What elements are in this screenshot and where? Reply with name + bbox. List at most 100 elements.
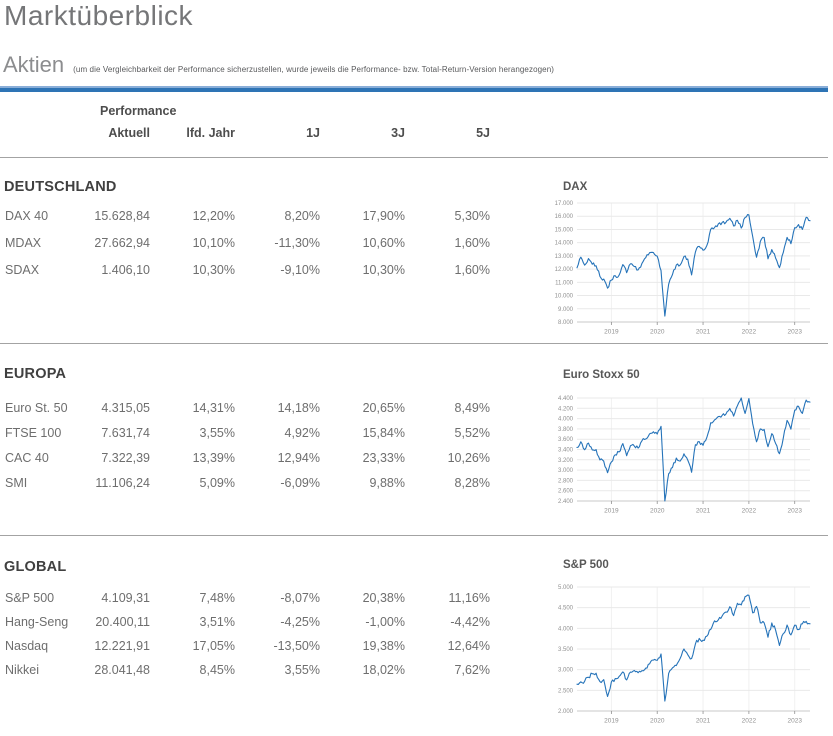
svg-text:13.000: 13.000 <box>555 254 574 260</box>
aktien-header: Aktien (um die Vergleichbarkeit der Perf… <box>3 52 554 78</box>
divider <box>0 157 828 158</box>
dax-line-chart: 17.000 16.000 15.000 14.000 13.000 12.000 11.0… <box>555 201 811 336</box>
svg-text:2019: 2019 <box>604 718 619 725</box>
euro-stoxx-50-line-chart: 4.400 4.200 4.000 3.800 3.600 3.400 3.200 3.000… <box>558 396 811 515</box>
table-row: Nasdaq 12.221,91 17,05% -13,50% 19,38% 12,64% <box>0 634 520 658</box>
row-label: SMI <box>5 475 28 490</box>
price-series-line <box>576 213 811 317</box>
column-header-5j: 5J <box>476 126 490 140</box>
divider <box>0 535 828 536</box>
row-value: 3,55% <box>284 663 320 677</box>
row-value: 8,28% <box>454 475 490 490</box>
chart-title-dax: DAX <box>563 181 588 193</box>
row-value: 17,05% <box>192 639 235 653</box>
section-rows-global: S&P 500 4.109,31 7,48% -8,07% 20,38% 11,16% Ha… <box>0 586 520 682</box>
row-value: 10,26% <box>447 450 490 465</box>
section-title-europa: EUROPA <box>4 366 67 382</box>
svg-text:2020: 2020 <box>650 508 665 515</box>
section-rows-deutschland: DAX 40 15.628,84 12,20% 8,20% 17,90% 5,30% MDA… <box>0 202 520 283</box>
row-value: 28.041,48 <box>94 663 150 677</box>
row-value: 12,20% <box>192 208 235 223</box>
row-value: 7,48% <box>199 591 235 605</box>
svg-text:2.800: 2.800 <box>558 478 574 484</box>
price-series-line <box>576 594 811 702</box>
svg-text:2020: 2020 <box>650 718 665 725</box>
chart-sp-500: 5.000 4.500 4.000 3.500 3.000 2.500 2.000 2019 2… <box>545 580 815 725</box>
svg-text:12.000: 12.000 <box>555 267 574 273</box>
svg-text:3.600: 3.600 <box>558 437 574 443</box>
sp-500-line-chart: 5.000 4.500 4.000 3.500 3.000 2.500 2.000 2019 2… <box>558 585 811 725</box>
row-value: 20,38% <box>362 591 405 605</box>
row-value: 10,60% <box>362 235 405 250</box>
row-value: 18,02% <box>362 663 405 677</box>
svg-text:5.000: 5.000 <box>558 585 574 591</box>
chart-title-sp-500: S&P 500 <box>563 559 609 571</box>
row-value: 14,31% <box>192 400 235 415</box>
row-value: 9,88% <box>369 475 405 490</box>
svg-text:2022: 2022 <box>742 508 757 515</box>
row-label: DAX 40 <box>5 208 49 223</box>
svg-text:2020: 2020 <box>650 329 665 336</box>
row-value: 12.221,91 <box>94 639 150 653</box>
svg-text:2.600: 2.600 <box>558 489 574 495</box>
page-title: Marktüberblick <box>4 0 194 31</box>
row-value: 5,09% <box>199 475 235 490</box>
row-value: 14,18% <box>277 400 320 415</box>
table-row: FTSE 100 7.631,74 3,55% 4,92% 15,84% 5,52% <box>0 420 520 445</box>
row-value: 17,90% <box>362 208 405 223</box>
column-header-3j: 3J <box>391 126 405 140</box>
row-value: 20,65% <box>362 400 405 415</box>
svg-text:3.500: 3.500 <box>558 647 574 653</box>
row-value: 4,92% <box>284 425 320 440</box>
column-header-aktuell: Aktuell <box>108 126 150 140</box>
svg-text:3.200: 3.200 <box>558 458 574 464</box>
accent-rule <box>0 86 828 92</box>
row-value: 1,60% <box>454 235 490 250</box>
row-value: -13,50% <box>273 639 320 653</box>
row-value: 23,33% <box>362 450 405 465</box>
row-value: 3,51% <box>199 615 235 629</box>
row-value: 1,60% <box>454 262 490 277</box>
row-label: S&P 500 <box>5 591 55 605</box>
row-value: 12,64% <box>447 639 490 653</box>
price-series-line <box>576 397 811 502</box>
column-header-1j: 1J <box>306 126 320 140</box>
row-label: MDAX <box>5 235 42 250</box>
svg-text:2023: 2023 <box>787 329 802 336</box>
row-value: 19,38% <box>362 639 405 653</box>
row-value: 8,20% <box>284 208 320 223</box>
svg-text:11.000: 11.000 <box>555 280 574 286</box>
row-value: -1,00% <box>365 615 405 629</box>
row-value: 4.109,31 <box>101 591 150 605</box>
table-row: S&P 500 4.109,31 7,48% -8,07% 20,38% 11,16% <box>0 586 520 610</box>
table-row: CAC 40 7.322,39 13,39% 12,94% 23,33% 10,26% <box>0 445 520 470</box>
svg-text:17.000: 17.000 <box>555 201 574 207</box>
row-value: 7.322,39 <box>101 450 150 465</box>
row-value: -6,09% <box>280 475 320 490</box>
table-row: MDAX 27.662,94 10,10% -11,30% 10,60% 1,60% <box>0 229 520 256</box>
svg-text:4.000: 4.000 <box>558 417 574 423</box>
row-value: 3,55% <box>199 425 235 440</box>
section-title-global: GLOBAL <box>4 559 67 575</box>
svg-text:2023: 2023 <box>787 718 802 725</box>
svg-text:16.000: 16.000 <box>555 214 574 220</box>
table-row: Nikkei 28.041,48 8,45% 3,55% 18,02% 7,62% <box>0 658 520 682</box>
row-value: 10,30% <box>362 262 405 277</box>
row-label: SDAX <box>5 262 40 277</box>
table-row: SMI 11.106,24 5,09% -6,09% 9,88% 8,28% <box>0 470 520 495</box>
svg-text:2019: 2019 <box>604 508 619 515</box>
row-value: 1.406,10 <box>101 262 150 277</box>
svg-text:4.200: 4.200 <box>558 406 574 412</box>
section-title-deutschland: DEUTSCHLAND <box>4 179 117 195</box>
row-value: 15,84% <box>362 425 405 440</box>
svg-text:2021: 2021 <box>696 508 711 515</box>
row-value: 13,39% <box>192 450 235 465</box>
row-label: FTSE 100 <box>5 425 62 440</box>
svg-text:10.000: 10.000 <box>555 294 574 300</box>
chart-euro-stoxx-50: 4.400 4.200 4.000 3.800 3.600 3.400 3.200 3.000… <box>545 391 815 515</box>
table-row: Euro St. 50 4.315,05 14,31% 14,18% 20,65% 8,4… <box>0 395 520 420</box>
svg-text:14.000: 14.000 <box>555 241 574 247</box>
row-value: 5,30% <box>454 208 490 223</box>
row-value: -4,25% <box>280 615 320 629</box>
svg-text:2.400: 2.400 <box>558 499 574 505</box>
